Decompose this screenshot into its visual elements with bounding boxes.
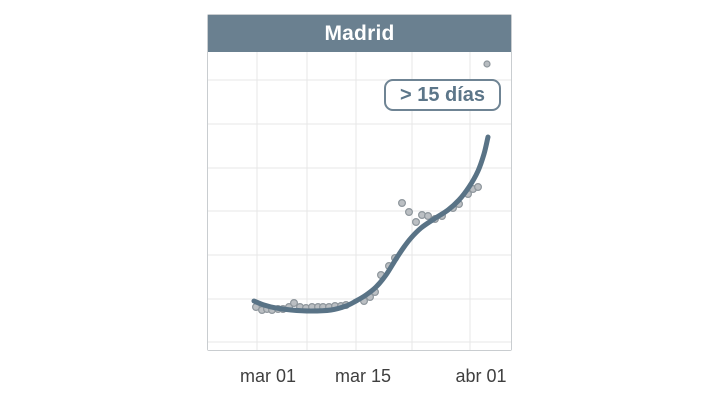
scatter-point	[289, 299, 298, 308]
annotation-badge: > 15 días	[384, 79, 501, 111]
scatter-point	[398, 199, 407, 208]
scatter-point	[424, 212, 433, 221]
scatter-point	[412, 218, 421, 227]
trend-line	[251, 134, 491, 314]
panel-header: Madrid	[208, 15, 511, 52]
x-axis-label: mar 01	[239, 366, 297, 386]
plot-area: > 15 días	[208, 52, 511, 350]
scatter-point	[405, 208, 414, 217]
x-axis-label: abr 01	[455, 366, 507, 386]
madrid-panel: Madrid > 15 días	[207, 14, 512, 351]
x-axis: mar 01 mar 15 abr 01	[207, 366, 512, 390]
outlier-point	[483, 60, 491, 68]
scatter-point	[474, 183, 483, 192]
panel-title: Madrid	[324, 22, 395, 45]
x-axis-label: mar 15	[334, 366, 392, 386]
